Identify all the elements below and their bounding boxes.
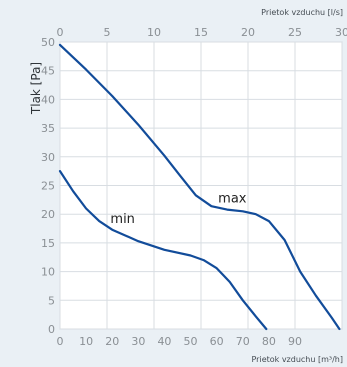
- y-tick-label: 25: [41, 180, 55, 193]
- x2-tick-label: 15: [194, 26, 208, 39]
- y-tick-label: 5: [48, 294, 55, 307]
- y-tick-label: 50: [41, 36, 55, 49]
- series-line-min: [58, 170, 268, 331]
- y-tick-label: 0: [48, 323, 55, 336]
- y-tick-label: 15: [41, 237, 55, 250]
- bottom-x-axis-title: Prietok vzduchu [m³/h]: [252, 355, 344, 364]
- x-tick-label: 80: [262, 335, 276, 348]
- series-label-min: min: [110, 212, 135, 227]
- title-layer: Prietok vzduchu [l/s] Prietok vzduchu [m…: [29, 8, 343, 364]
- y-tick-label: 30: [41, 151, 55, 164]
- x2-tick-label: 10: [147, 26, 161, 39]
- x-tick-label: 60: [210, 335, 224, 348]
- series-label-layer: max min: [110, 192, 246, 227]
- y-tick-label: 45: [41, 65, 55, 78]
- x-tick-label: 90: [288, 335, 302, 348]
- x-tick-label: 70: [236, 335, 250, 348]
- x-tick-label: 0: [57, 335, 64, 348]
- y-tick-label: 10: [41, 266, 55, 279]
- x2-tick-label: 30: [335, 26, 347, 39]
- y-tick-label: 35: [41, 122, 55, 135]
- x-tick-label: 40: [157, 335, 171, 348]
- x2-tick-label: 5: [104, 26, 111, 39]
- top-x-axis-title: Prietok vzduchu [l/s]: [261, 8, 343, 17]
- x-tick-label: 50: [184, 335, 198, 348]
- x-tick-label: 30: [131, 335, 145, 348]
- x-tick-label: 10: [79, 335, 93, 348]
- y-tick-label: 40: [41, 93, 55, 106]
- y-axis-title: Tlak [Pa]: [29, 62, 43, 115]
- x2-tick-label: 25: [288, 26, 302, 39]
- curve-layer: [58, 43, 341, 331]
- x2-tick-label: 20: [241, 26, 255, 39]
- x2-tick-label: 0: [57, 26, 64, 39]
- x-tick-label: 20: [105, 335, 119, 348]
- series-label-max: max: [218, 192, 247, 207]
- y-tick-label: 20: [41, 208, 55, 221]
- series-line-max: [58, 43, 341, 331]
